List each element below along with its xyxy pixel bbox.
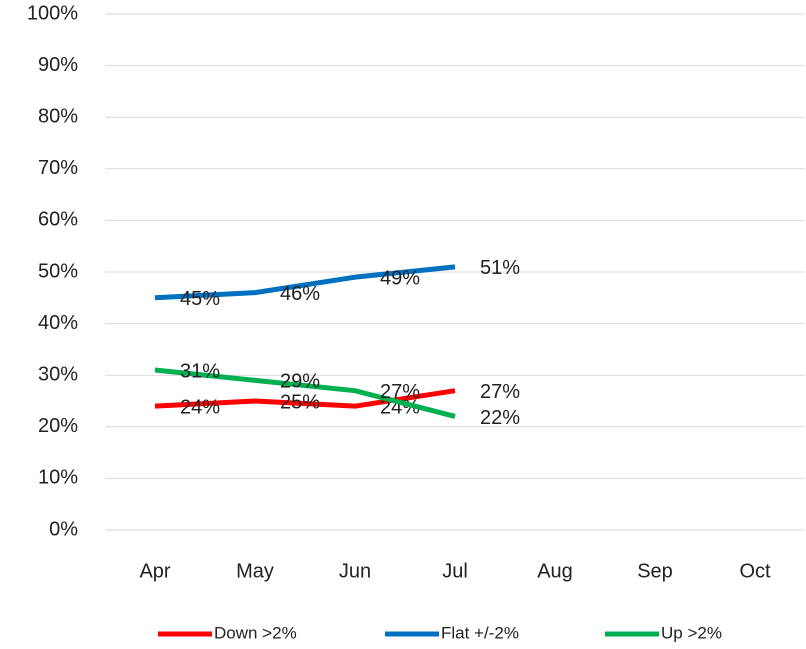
y-tick-label: 70%	[38, 157, 78, 179]
data-label: 27%	[480, 381, 520, 403]
x-tick-label: Sep	[637, 560, 673, 582]
line	[154, 367, 456, 419]
data-label: 45%	[180, 288, 220, 310]
data-label: 22%	[480, 407, 520, 429]
y-tick-label: 80%	[38, 105, 78, 127]
data-label: 29%	[280, 371, 320, 393]
y-tick-label: 50%	[38, 260, 78, 282]
x-tick-label: Jun	[339, 560, 371, 582]
data-label: 51%	[480, 257, 520, 279]
x-tick-label: Aug	[537, 560, 573, 582]
data-label: 27%	[380, 381, 420, 403]
y-tick-label: 100%	[27, 2, 78, 24]
line	[154, 388, 456, 409]
y-tick-label: 60%	[38, 209, 78, 231]
data-label: 31%	[180, 360, 220, 382]
x-tick-label: Apr	[139, 560, 170, 582]
line	[154, 264, 456, 301]
data-label: 24%	[180, 396, 220, 418]
y-tick-label: 30%	[38, 363, 78, 385]
data-label: 25%	[280, 391, 320, 413]
data-label: 49%	[380, 267, 420, 289]
legend-label: Flat +/-2%	[441, 623, 519, 642]
y-tick-label: 90%	[38, 54, 78, 76]
x-tick-label: Jul	[442, 560, 468, 582]
legend-label: Down >2%	[214, 623, 297, 642]
x-tick-label: Oct	[739, 560, 771, 582]
y-tick-label: 10%	[38, 467, 78, 489]
y-tick-label: 0%	[49, 518, 78, 540]
y-tick-label: 40%	[38, 312, 78, 334]
legend-label: Up >2%	[661, 623, 722, 642]
y-tick-label: 20%	[38, 415, 78, 437]
data-label: 46%	[280, 283, 320, 305]
x-tick-label: May	[236, 560, 274, 582]
